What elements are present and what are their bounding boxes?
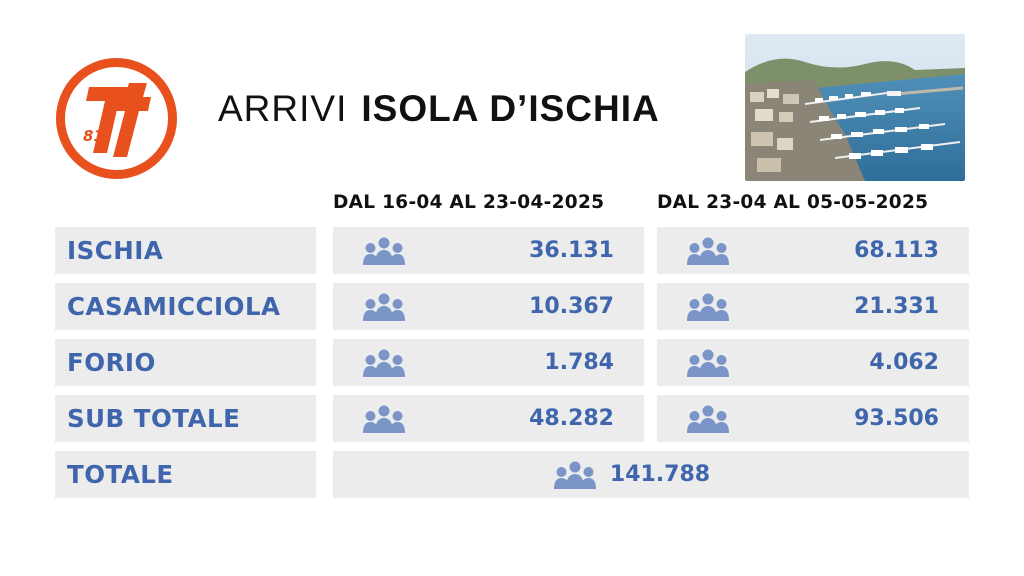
value: 4.062 <box>869 350 939 375</box>
cell-ischia-period-1: 36.131 <box>333 227 644 274</box>
cell-ischia-period-2: 68.113 <box>657 227 969 274</box>
cell-total: 141.788 <box>333 451 969 498</box>
cell-forio-period-2: 4.062 <box>657 339 969 386</box>
value: 21.331 <box>854 294 939 319</box>
cell-casamicciola-period-1: 10.367 <box>333 283 644 330</box>
row-label-ischia: ISCHIA <box>55 227 316 274</box>
people-group-icon <box>687 293 729 321</box>
cell-casamicciola-period-2: 21.331 <box>657 283 969 330</box>
row-label-forio: FORIO <box>55 339 316 386</box>
value: 48.282 <box>529 406 614 431</box>
total-value: 141.788 <box>609 462 711 487</box>
people-group-icon <box>687 237 729 265</box>
column-header-period-1: DAL 16-04 AL 23-04-2025 <box>333 192 605 213</box>
value: 36.131 <box>529 238 614 263</box>
page-title: ARRIVI ISOLA D’ISCHIA <box>218 88 660 130</box>
title-light: ARRIVI <box>218 88 348 129</box>
value: 10.367 <box>529 294 614 319</box>
value: 1.784 <box>544 350 614 375</box>
column-header-period-2: DAL 23-04 AL 05-05-2025 <box>657 192 929 213</box>
cell-forio-period-1: 1.784 <box>333 339 644 386</box>
row-label-sub-totale: SUB TOTALE <box>55 395 316 442</box>
people-group-icon <box>687 405 729 433</box>
row-label-casamicciola: CASAMICCIOLA <box>55 283 316 330</box>
people-group-icon <box>363 405 405 433</box>
people-group-icon <box>363 293 405 321</box>
logo-text: 81 <box>83 127 104 145</box>
value: 93.506 <box>854 406 939 431</box>
brand-logo: 81 <box>56 58 177 179</box>
people-group-icon <box>687 349 729 377</box>
cell-subtotal-period-2: 93.506 <box>657 395 969 442</box>
row-label-totale: TOTALE <box>55 451 316 498</box>
title-bold: ISOLA D’ISCHIA <box>361 88 660 129</box>
cell-subtotal-period-1: 48.282 <box>333 395 644 442</box>
people-group-icon <box>363 349 405 377</box>
people-group-icon <box>363 237 405 265</box>
value: 68.113 <box>854 238 939 263</box>
people-group-icon <box>553 461 596 489</box>
harbor-photo <box>745 34 965 181</box>
